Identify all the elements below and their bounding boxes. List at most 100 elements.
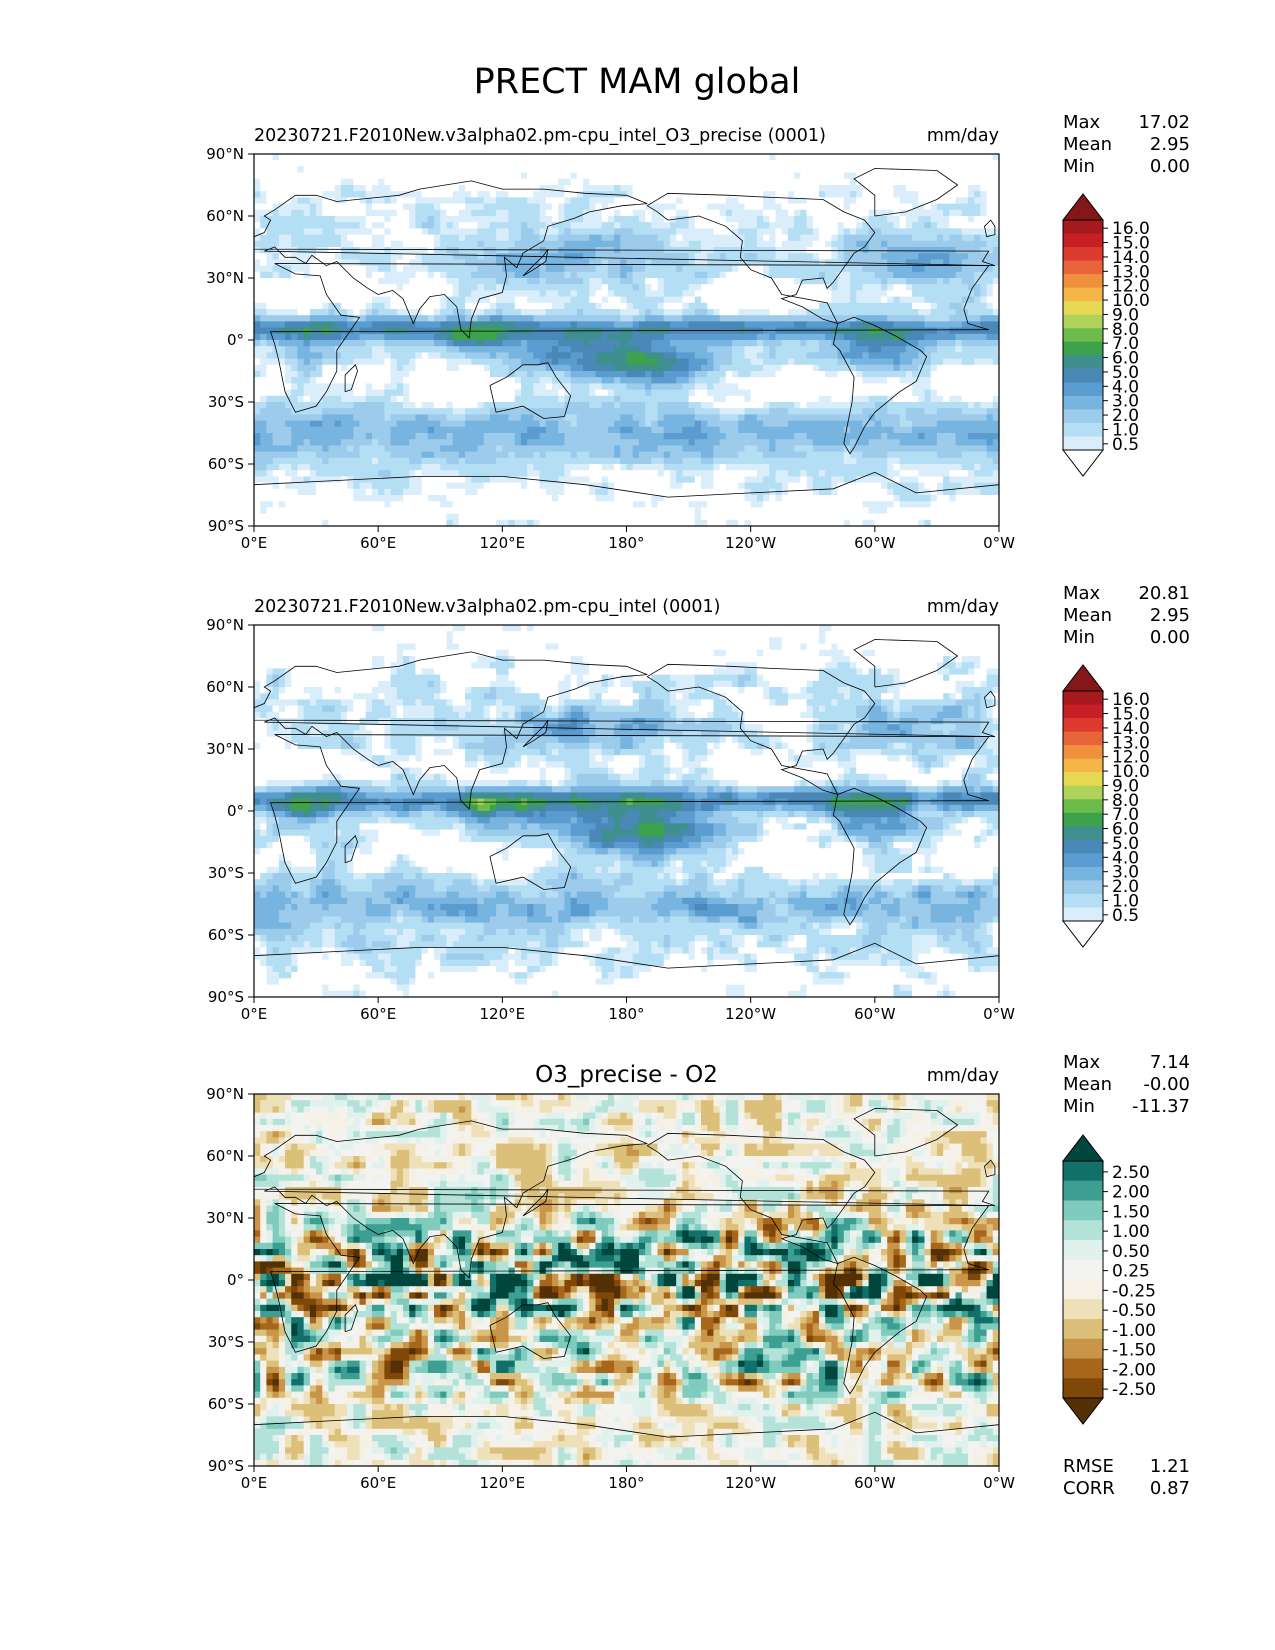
map-cell — [831, 216, 839, 223]
map-cell — [508, 234, 516, 242]
map-cell — [905, 377, 913, 384]
map-cell — [390, 383, 398, 391]
map-cell — [328, 216, 336, 223]
map-cell — [483, 197, 491, 205]
map-cell — [955, 290, 963, 298]
map-cell — [496, 284, 503, 291]
map-cell — [545, 160, 553, 167]
map-cell — [328, 321, 336, 329]
map-cell — [775, 315, 783, 322]
map-cell — [701, 222, 708, 229]
map-cell — [763, 327, 770, 335]
map-cell — [725, 389, 733, 397]
map-cell — [309, 240, 317, 248]
map-cell — [881, 290, 888, 298]
map-cell — [620, 346, 628, 353]
map-cell — [570, 377, 578, 384]
map-cell — [732, 296, 739, 304]
map-cell — [595, 216, 603, 223]
map-cell — [477, 290, 485, 298]
map-cell — [316, 364, 323, 372]
map-cell — [899, 228, 907, 236]
map-cell — [316, 240, 323, 248]
map-cell — [657, 253, 665, 260]
map-cell — [595, 315, 603, 322]
map-cell — [328, 234, 336, 242]
map-cell — [657, 191, 665, 198]
map-cell — [452, 296, 460, 304]
map-cell — [285, 191, 292, 198]
map-cell — [676, 222, 683, 229]
map-cell — [266, 364, 274, 372]
map-cell — [936, 395, 944, 403]
map-cell — [638, 197, 646, 205]
map-cell — [626, 315, 634, 322]
map-cell — [334, 228, 342, 236]
map-cell — [992, 333, 999, 341]
map-cell — [570, 203, 578, 211]
map-cell — [434, 172, 441, 180]
map-cell — [738, 154, 746, 161]
map-cell — [924, 160, 932, 167]
map-cell — [589, 315, 597, 322]
map-cell — [520, 309, 528, 316]
map-cell — [955, 327, 963, 335]
map-cell — [483, 284, 491, 291]
map-cell — [812, 302, 820, 310]
map-cell — [669, 203, 677, 211]
map-cell — [434, 253, 441, 260]
map-cell — [545, 340, 553, 347]
map-cell — [303, 309, 311, 316]
map-cell — [905, 346, 913, 353]
map-cell — [471, 408, 479, 415]
map-cell — [607, 309, 615, 316]
map-cell — [539, 358, 547, 366]
map-cell — [831, 358, 839, 366]
map-cell — [471, 185, 479, 192]
map-cell — [570, 247, 578, 254]
map-cell — [701, 178, 708, 186]
map-cell — [340, 352, 348, 360]
map-cell — [303, 259, 311, 267]
map-cell — [334, 346, 342, 353]
map-cell — [657, 321, 665, 329]
map-cell — [589, 383, 597, 391]
map-cell — [812, 395, 820, 403]
map-cell — [570, 240, 578, 248]
map-cell — [427, 222, 435, 229]
map-cell — [266, 222, 274, 229]
map-cell — [967, 340, 975, 347]
map-cell — [949, 203, 957, 211]
map-cell — [663, 327, 671, 335]
map-cell — [899, 247, 907, 254]
map-cell — [601, 234, 609, 242]
map-cell — [818, 209, 826, 217]
map-cell — [340, 209, 348, 217]
map-cell — [924, 340, 932, 347]
map-cell — [589, 166, 597, 174]
map-cell — [508, 154, 516, 161]
map-cell — [688, 364, 696, 372]
map-cell — [322, 296, 330, 304]
map-cell — [682, 216, 690, 223]
map-cell — [918, 228, 926, 236]
map-cell — [750, 172, 758, 180]
map-cell — [961, 402, 969, 409]
map-cell — [427, 302, 435, 310]
map-cell — [353, 253, 361, 260]
map-cell — [912, 302, 919, 310]
map-cell — [489, 234, 497, 242]
map-cell — [986, 377, 994, 384]
map-cell — [676, 203, 683, 211]
map-cell — [974, 352, 981, 360]
map-cell — [862, 265, 870, 273]
map-cell — [359, 358, 367, 366]
map-cell — [552, 203, 559, 211]
map-cell — [676, 253, 683, 260]
map-cell — [738, 284, 746, 291]
map-cell — [595, 228, 603, 236]
map-cell — [471, 253, 479, 260]
map-cell — [893, 302, 901, 310]
map-cell — [465, 247, 472, 254]
map-cell — [489, 185, 497, 192]
